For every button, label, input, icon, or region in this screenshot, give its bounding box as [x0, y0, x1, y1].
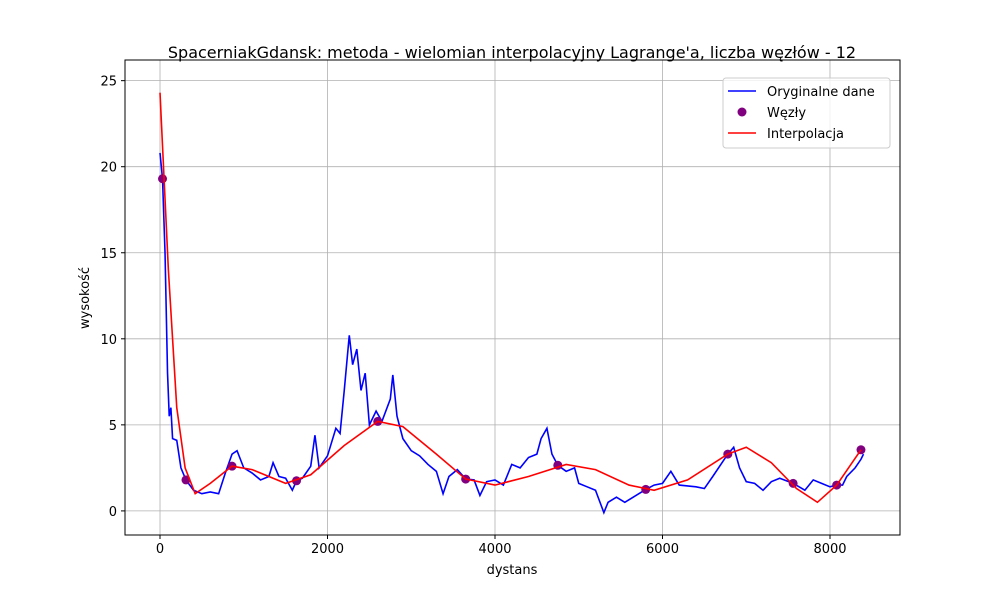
- data-point: [856, 445, 866, 455]
- y-tick-label: 10: [100, 333, 117, 348]
- axes-frame: [124, 59, 901, 536]
- data-point: [641, 484, 651, 494]
- data-point: [788, 478, 798, 488]
- x-tick-label: 6000: [646, 542, 679, 557]
- y-axis-label: wysokość: [78, 267, 93, 329]
- legend-label: Oryginalne dane: [767, 85, 875, 100]
- chart-title: SpacerniakGdansk: metoda - wielomian int…: [168, 43, 856, 62]
- legend-box: [722, 77, 891, 149]
- x-tick-label: 0: [156, 542, 164, 557]
- y-tick-label: 0: [109, 505, 117, 520]
- y-tick-label: 5: [109, 419, 117, 434]
- legend-label: Interpolacja: [767, 127, 844, 142]
- data-line: [159, 92, 862, 504]
- x-tick-label: 2000: [311, 542, 344, 557]
- legend-label: Węzły: [767, 106, 806, 121]
- legend-marker: [737, 107, 747, 117]
- x-tick-label: 8000: [813, 542, 846, 557]
- data-line: [159, 152, 865, 515]
- x-tick-label: 4000: [478, 542, 511, 557]
- y-tick-label: 25: [100, 75, 117, 90]
- plot-area: [158, 92, 866, 515]
- y-tick-label: 15: [100, 247, 117, 262]
- y-tick-label: 20: [100, 161, 117, 176]
- data-point: [158, 174, 168, 184]
- x-axis-label: dystans: [487, 563, 538, 578]
